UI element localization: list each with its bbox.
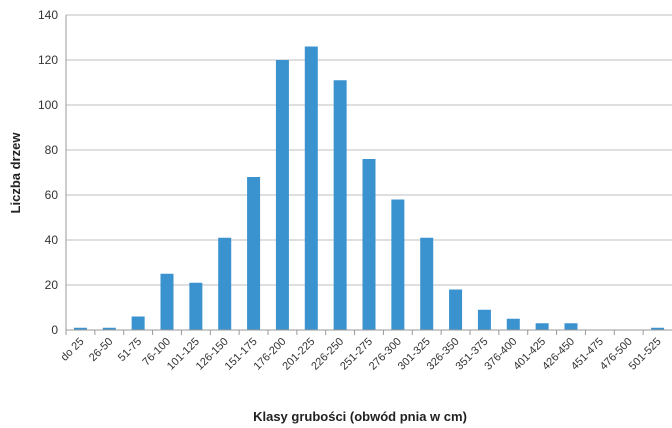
bar bbox=[333, 80, 347, 330]
bar bbox=[131, 316, 145, 330]
x-axis: do 25 26-50 51-7576-100101-125126-150151-1… bbox=[59, 329, 672, 373]
bar bbox=[564, 323, 578, 330]
x-tick-label: 501-525 bbox=[627, 336, 664, 373]
bar bbox=[160, 273, 174, 330]
bar bbox=[189, 282, 203, 330]
bar bbox=[391, 199, 405, 330]
bar bbox=[449, 289, 463, 330]
y-tick-label: 140 bbox=[38, 8, 58, 22]
y-tick-label: 60 bbox=[45, 188, 59, 202]
x-tick-label: do 25 bbox=[59, 336, 87, 364]
bar bbox=[477, 309, 491, 330]
bar bbox=[218, 237, 232, 330]
bar bbox=[247, 177, 261, 330]
y-axis: 0 20 40 60 80 100 120 140 bbox=[38, 8, 67, 337]
bar bbox=[304, 46, 318, 330]
y-axis-title: Liczba drzew bbox=[8, 132, 23, 214]
y-tick-label: 20 bbox=[45, 278, 59, 292]
bar bbox=[102, 327, 116, 330]
bar bbox=[420, 237, 434, 330]
bar bbox=[535, 323, 549, 330]
x-tick-label: 26-50 bbox=[87, 336, 115, 364]
y-tick-label: 40 bbox=[45, 233, 59, 247]
y-tick-label: 80 bbox=[45, 143, 59, 157]
y-tick-label: 120 bbox=[38, 53, 58, 67]
bar bbox=[275, 60, 289, 330]
bars bbox=[73, 46, 665, 330]
y-tick-label: 0 bbox=[51, 323, 58, 337]
bar bbox=[362, 159, 376, 330]
bar bbox=[506, 318, 520, 330]
bar bbox=[73, 327, 87, 330]
x-axis-title: Klasy grubości (obwód pnia w cm) bbox=[253, 409, 467, 424]
bar bbox=[651, 327, 665, 330]
y-tick-label: 100 bbox=[38, 98, 58, 112]
